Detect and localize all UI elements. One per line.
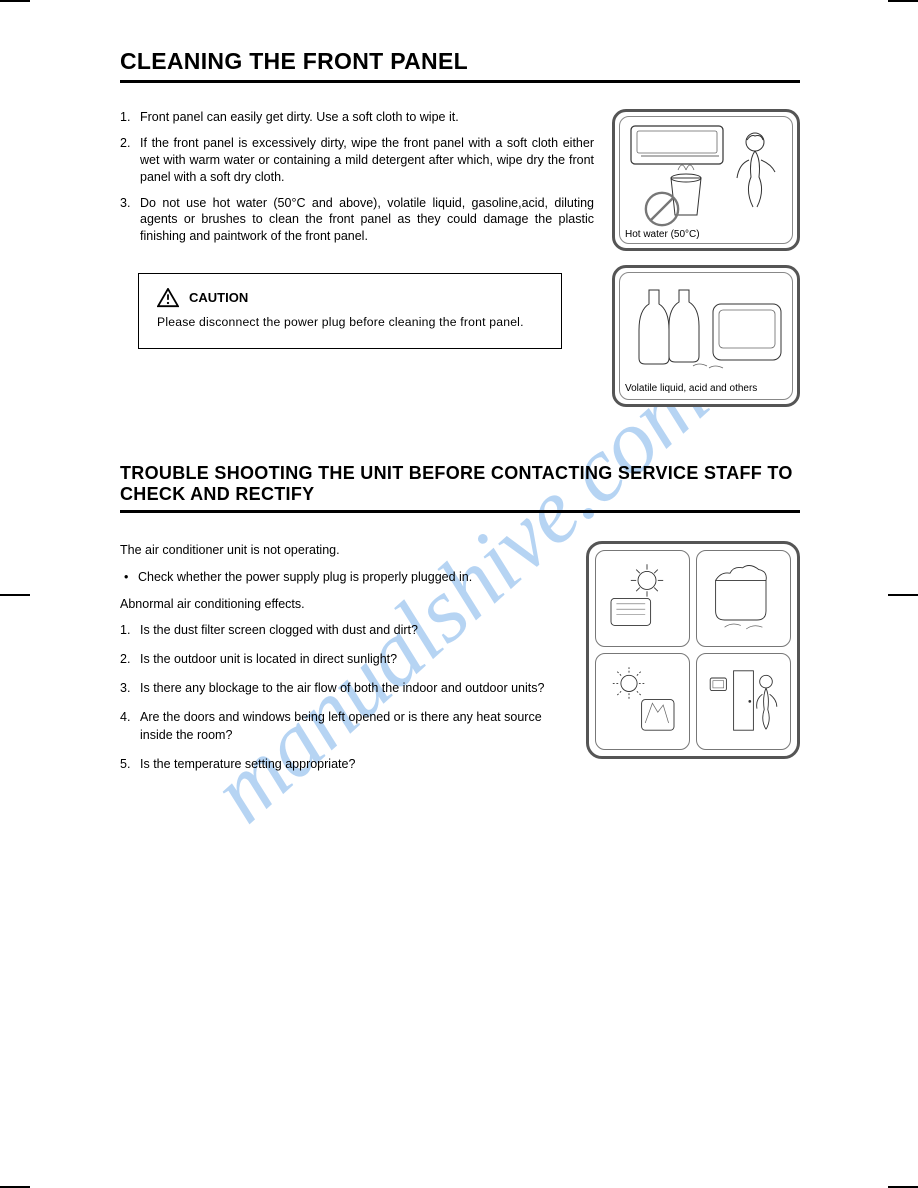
trouble-item-1: Is the dust filter screen clogged with d… (120, 621, 568, 640)
caution-label: CAUTION (189, 289, 248, 307)
illus-cell-sunlight-unit (595, 653, 690, 750)
caution-text: Please disconnect the power plug before … (157, 314, 543, 332)
section2: TROUBLE SHOOTING THE UNIT BEFORE CONTACT… (120, 463, 800, 784)
section1-text-column: Front panel can easily get dirty. Use a … (120, 109, 594, 407)
trouble-intro-1: The air conditioner unit is not operatin… (120, 541, 568, 560)
illustration-caption-1: Hot water (50°C) (625, 229, 700, 240)
illus-cell-filter-sun (595, 550, 690, 647)
illus-cell-outdoor-blockage (696, 550, 791, 647)
section1-heading: CLEANING THE FRONT PANEL (120, 48, 800, 83)
section2-body: The air conditioner unit is not operatin… (120, 541, 800, 784)
section1-body: Front panel can easily get dirty. Use a … (120, 109, 800, 407)
section1-illustrations: Hot water (50°C) Volatile liquid, acid a… (612, 109, 800, 407)
cleaning-step-2: If the front panel is excessively dirty,… (120, 135, 594, 186)
section2-text-column: The air conditioner unit is not operatin… (120, 541, 568, 784)
prohibit-icon (643, 190, 681, 228)
illustration-hot-water: Hot water (50°C) (612, 109, 800, 251)
trouble-bullet-1: Check whether the power supply plug is p… (120, 568, 568, 587)
sketch-bottles-ac (623, 274, 795, 384)
trouble-item-4: Are the doors and windows being left ope… (120, 708, 568, 746)
troubleshoot-illustration-grid (586, 541, 800, 759)
trouble-item-2: Is the outdoor unit is located in direct… (120, 650, 568, 669)
cleaning-step-1: Front panel can easily get dirty. Use a … (120, 109, 594, 126)
cleaning-steps-list: Front panel can easily get dirty. Use a … (120, 109, 594, 245)
caution-box: CAUTION Please disconnect the power plug… (138, 273, 562, 349)
trouble-item-3: Is there any blockage to the air flow of… (120, 679, 568, 698)
caution-header: CAUTION (157, 288, 543, 308)
illustration-chemicals: Volatile liquid, acid and others (612, 265, 800, 407)
warning-icon (157, 288, 179, 308)
trouble-intro-2: Abnormal air conditioning effects. (120, 595, 568, 614)
illustration-caption-2: Volatile liquid, acid and others (625, 383, 757, 394)
trouble-item-5: Is the temperature setting appropriate? (120, 755, 568, 774)
section2-heading: TROUBLE SHOOTING THE UNIT BEFORE CONTACT… (120, 463, 800, 513)
page-content: CLEANING THE FRONT PANEL Front panel can… (0, 0, 918, 824)
cleaning-step-3: Do not use hot water (50°C and above), v… (120, 195, 594, 246)
illus-cell-door-heat (696, 653, 791, 750)
trouble-list: Is the dust filter screen clogged with d… (120, 621, 568, 774)
